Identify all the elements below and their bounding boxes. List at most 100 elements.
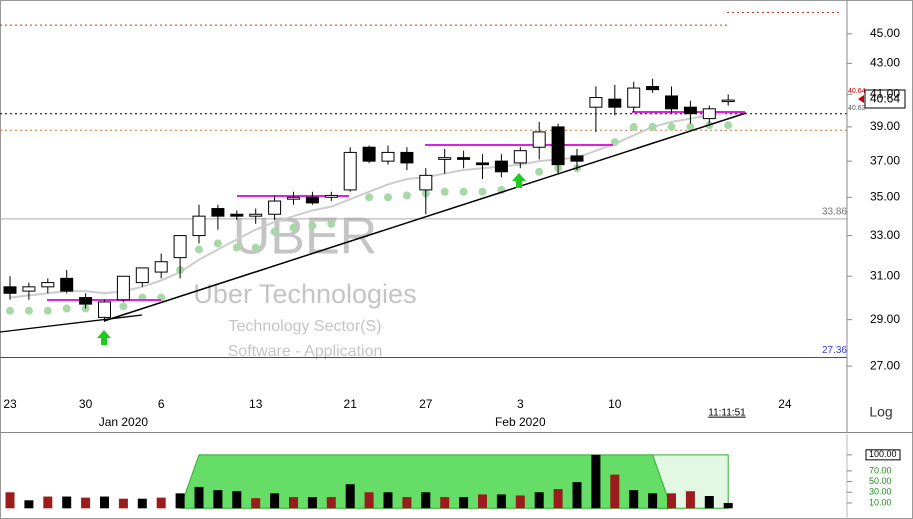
candle-body: [287, 196, 300, 200]
bar: [534, 492, 544, 509]
sar-dot: [535, 167, 544, 176]
candle-body: [116, 275, 130, 301]
y-tick-label: 43.00: [870, 56, 900, 70]
bar: [118, 498, 128, 509]
x-month-label: Jan 2020: [99, 415, 149, 429]
sar-dot: [119, 302, 128, 311]
bar: [383, 492, 393, 509]
candle-body: [494, 160, 508, 173]
scale-label[interactable]: Log: [869, 404, 892, 420]
bar: [496, 494, 506, 509]
bar: [364, 492, 374, 509]
sar-dot: [724, 121, 733, 130]
sar-dot: [629, 122, 638, 131]
bar: [326, 497, 336, 509]
level-label: 33.86: [822, 206, 847, 217]
sar-dot: [478, 187, 487, 196]
bar: [5, 492, 15, 509]
candle-body: [627, 87, 641, 108]
candle-body: [268, 200, 282, 215]
y-tick-label: 39.00: [870, 119, 900, 133]
y-tick-label: 33.00: [870, 228, 900, 242]
sar-dot: [384, 193, 392, 202]
candle-body: [513, 150, 527, 164]
x-tick-label: 24: [778, 397, 792, 411]
bar: [515, 495, 525, 509]
sar-dot: [213, 239, 222, 248]
sar-dot: [270, 227, 279, 236]
sar-dot: [24, 306, 33, 315]
bar: [24, 500, 34, 509]
x-tick-label: 6: [158, 397, 165, 411]
sar-dot: [251, 243, 260, 252]
x-tick-label: 3: [517, 397, 524, 411]
bar: [270, 493, 280, 509]
watermark-text: Technology Sector(S): [229, 318, 382, 335]
bar: [648, 493, 658, 509]
candle-body: [192, 215, 206, 237]
price-box: [864, 89, 906, 109]
bar: [62, 496, 72, 509]
bar: [572, 482, 582, 509]
watermark-text: Software - Application: [228, 343, 383, 360]
sar-dot: [686, 122, 695, 131]
sar-dot: [308, 221, 317, 230]
bar: [723, 502, 733, 509]
bar: [629, 490, 639, 509]
trend-line: [103, 112, 747, 322]
bar: [478, 494, 487, 509]
bar: [345, 484, 355, 509]
bar: [289, 497, 298, 509]
x-month-label: Feb 2020: [495, 415, 546, 429]
candle-body: [22, 286, 36, 292]
sar-dot: [62, 304, 71, 313]
watermark-text: Uber Technologies: [193, 279, 416, 309]
y-tick-label: 31.00: [870, 268, 900, 282]
bar: [194, 486, 204, 509]
candle-body: [41, 282, 55, 288]
y-tick-label: 41.00: [870, 87, 900, 101]
price-marker: [858, 95, 864, 103]
candle-body: [665, 95, 678, 110]
levels: 33.86 27.36: [0, 11, 847, 359]
bar: [402, 497, 412, 509]
level-label: 27.36: [822, 345, 847, 356]
candle-body: [98, 301, 111, 318]
bar: [81, 497, 91, 509]
candle-body: [249, 213, 263, 217]
x-tick-label: 27: [419, 397, 433, 411]
bar: [610, 474, 620, 509]
candle-body: [419, 174, 433, 191]
bar: [591, 454, 601, 509]
candle-body: [570, 155, 584, 162]
x-tick-label: 23: [3, 397, 17, 411]
y-tick-label: 29.00: [870, 312, 900, 326]
candle-body: [324, 194, 338, 198]
sar-dot: [43, 306, 52, 315]
candle-body: [683, 106, 697, 115]
candle-body: [589, 97, 603, 108]
y-tick-label: 27.00: [870, 358, 900, 372]
indicator-area: [179, 454, 673, 509]
x-tick-label: 10: [608, 397, 622, 411]
candle-body: [608, 98, 622, 108]
candle-body: [79, 297, 93, 305]
bar: [307, 497, 317, 509]
candle-body: [438, 157, 452, 160]
bar: [43, 496, 53, 509]
price-label: 40.64: [848, 88, 866, 95]
last-price: 40.64: [870, 92, 900, 106]
candle-body: [343, 151, 357, 191]
panel-tick-label: 100.00: [869, 449, 897, 459]
sar-dot: [648, 122, 657, 131]
y-tick-label: 45.00: [870, 26, 900, 40]
bar: [156, 497, 166, 509]
sar-dot: [232, 243, 241, 252]
sar-dot: [6, 306, 14, 315]
candle-body: [135, 267, 149, 284]
candle-body: [3, 286, 17, 294]
bar: [553, 489, 563, 509]
bar: [137, 498, 147, 509]
